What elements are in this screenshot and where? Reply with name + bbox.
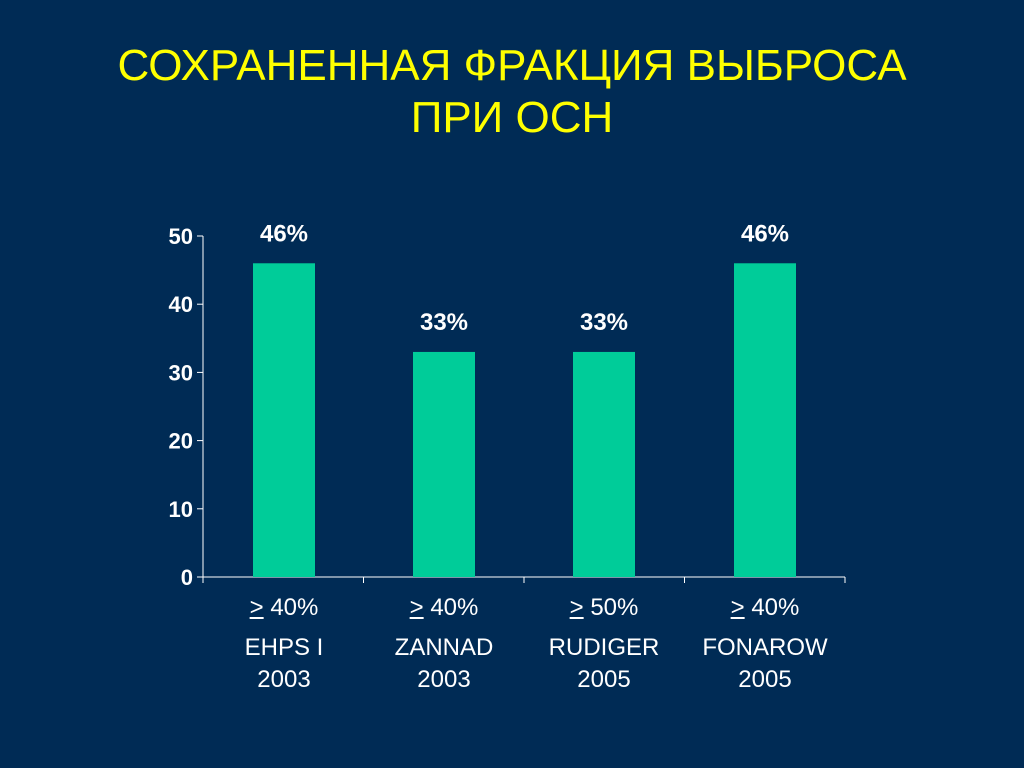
y-tick-label: 30 bbox=[169, 360, 193, 385]
threshold-value: 40% bbox=[270, 594, 319, 621]
data-label: 46% bbox=[741, 220, 789, 247]
greater-equal-symbol: > bbox=[730, 594, 745, 621]
data-label: 33% bbox=[420, 309, 468, 336]
y-tick-label: 10 bbox=[169, 497, 193, 522]
threshold-label: > 40% bbox=[359, 592, 529, 624]
title-line-1: СОХРАНЕННАЯ ФРАКЦИЯ ВЫБРОСА bbox=[117, 41, 907, 90]
greater-equal-symbol: > bbox=[409, 594, 424, 621]
bar bbox=[413, 351, 475, 577]
y-tick-label: 20 bbox=[169, 429, 193, 454]
threshold-value: 40% bbox=[751, 594, 800, 621]
bar bbox=[734, 263, 796, 577]
threshold-value: 50% bbox=[590, 594, 639, 621]
category-label: > 50% RUDIGER 2005 bbox=[519, 592, 689, 696]
threshold-label: > 40% bbox=[680, 592, 850, 624]
study-name: FONAROW bbox=[702, 634, 828, 661]
study-year: 2003 bbox=[417, 666, 471, 693]
data-label: 33% bbox=[580, 309, 628, 336]
data-label: 46% bbox=[260, 220, 308, 247]
study-name: RUDIGER bbox=[548, 634, 660, 661]
study-year: 2003 bbox=[257, 666, 311, 693]
threshold-value: 40% bbox=[430, 594, 479, 621]
bar bbox=[573, 351, 635, 577]
slide-title: СОХРАНЕННАЯ ФРАКЦИЯ ВЫБРОСА ПРИ ОСН bbox=[0, 40, 1024, 144]
study-name: ZANNAD bbox=[394, 634, 494, 661]
threshold-label: > 40% bbox=[199, 592, 369, 624]
greater-equal-symbol: > bbox=[249, 594, 264, 621]
category-label: > 40% FONAROW 2005 bbox=[680, 592, 850, 696]
threshold-label: > 50% bbox=[519, 592, 689, 624]
category-label: > 40% ZANNAD 2003 bbox=[359, 592, 529, 696]
bar bbox=[253, 263, 315, 577]
category-label: > 40% EHPS I 2003 bbox=[199, 592, 369, 696]
y-tick-label: 0 bbox=[181, 565, 193, 590]
greater-equal-symbol: > bbox=[569, 594, 584, 621]
y-tick-label: 40 bbox=[169, 292, 193, 317]
study-name: EHPS I bbox=[244, 634, 324, 661]
study-year: 2005 bbox=[577, 666, 631, 693]
y-tick-label: 50 bbox=[169, 224, 193, 249]
title-line-2: ПРИ ОСН bbox=[410, 93, 614, 142]
study-year: 2005 bbox=[738, 666, 792, 693]
